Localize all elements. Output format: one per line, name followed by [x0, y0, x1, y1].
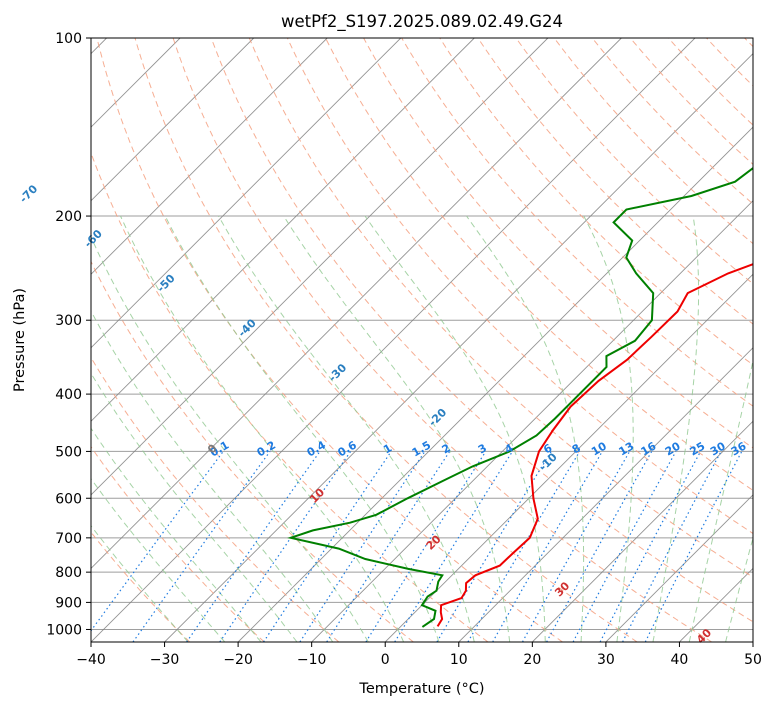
dry-adiabat-line: [172, 38, 713, 642]
y-tick-label: 800: [55, 565, 82, 581]
y-tick-label: 100: [55, 31, 82, 47]
isotherm-line: [531, 420, 753, 642]
x-tick-label: 40: [671, 652, 689, 668]
y-axis-title: Pressure (hPa): [12, 288, 28, 392]
mixing-ratio-line: [365, 451, 487, 642]
y-tick-label: 700: [55, 531, 82, 547]
y-tick-label: 1000: [46, 622, 82, 638]
dry-adiabat-line: [286, 38, 753, 535]
x-tick-label: −10: [297, 652, 327, 668]
y-tick-label: 200: [55, 209, 82, 225]
moist-adiabat-line: [120, 215, 405, 642]
moist-adiabat-line: [283, 215, 511, 642]
y-tick-label: 600: [55, 491, 82, 507]
temperature-profile-line: [436, 263, 753, 627]
mixing-ratio-line: [299, 451, 426, 642]
mixing-ratio-line: [572, 451, 677, 642]
moist-adiabat-line: [91, 372, 298, 642]
isotherm-line: [91, 38, 255, 202]
dry-adiabat-label: -70: [17, 182, 40, 205]
dry-adiabat-line: [248, 38, 753, 578]
x-tick-label: 10: [450, 652, 468, 668]
x-tick-label: −40: [76, 652, 106, 668]
dry-adiabat-line: [210, 38, 753, 623]
isotherm-line: [91, 38, 549, 496]
dry-adiabat-line: [96, 38, 563, 642]
mixing-ratio-line: [467, 451, 581, 642]
moist-adiabat-line: [91, 310, 334, 642]
x-tick-label: −30: [150, 652, 180, 668]
isotherm-line: [91, 38, 328, 275]
mixing-ratio-line: [262, 451, 392, 642]
axes: −40 −30 −20 −10 0 10 20 30 40 50 100 200 300 400 500 60…: [46, 31, 762, 668]
dry-adiabat-line: [134, 38, 638, 642]
mixing-ratio-line: [186, 451, 321, 642]
isotherm-line: [752, 641, 753, 642]
moist-adiabat-line: [91, 477, 226, 642]
isotherm-line: [458, 347, 753, 642]
isotherm-line: [91, 38, 622, 570]
dry-adiabat-line: [91, 445, 265, 642]
y-tick-label: 300: [55, 313, 82, 329]
dry-adiabat-line: [515, 38, 753, 285]
plot-background: [91, 38, 753, 642]
x-axis-title: Temperature (°C): [358, 681, 484, 697]
dewpoint-profile-line: [287, 166, 753, 628]
x-tick-label: −20: [223, 652, 253, 668]
x-tick-label: 30: [597, 652, 615, 668]
moist-adiabat-line: [652, 215, 700, 642]
y-tick-label: 900: [55, 595, 82, 611]
dry-adiabat-line: [91, 260, 414, 642]
moist-adiabat-line: [91, 427, 262, 642]
x-tick-label: 0: [381, 652, 390, 668]
mixing-ratio-line: [394, 451, 513, 642]
mixing-ratio-line: [546, 451, 653, 642]
isotherm-line: [91, 38, 696, 642]
isotherm-line: [384, 273, 753, 642]
moist-adiabat-line: [91, 235, 369, 642]
mixing-ratio-line: [132, 451, 271, 642]
moist-adiabat-line: [164, 215, 440, 642]
isotherm-line: [91, 38, 475, 422]
x-tick-label: 20: [523, 652, 541, 668]
moist-adiabat-line: [364, 215, 546, 642]
mixing-ratio-line: [326, 451, 451, 642]
isotherm-line: [164, 52, 753, 642]
isotherm-line: [91, 38, 402, 349]
dry-adiabat-line: [325, 38, 753, 491]
y-tick-label: 500: [55, 444, 82, 460]
profile-lines: [287, 166, 753, 628]
y-tick-label: 400: [55, 387, 82, 403]
background-lines: [91, 38, 753, 642]
plot-frame: [90, 37, 754, 643]
x-tick-label: 50: [744, 652, 762, 668]
moist-adiabat-line: [218, 215, 475, 642]
moist-adiabat-line: [583, 215, 634, 642]
mixing-ratio-line: [219, 451, 352, 642]
isotherm-line: [237, 126, 753, 642]
moist-adiabat-line: [466, 215, 585, 642]
isotherm-line: [605, 494, 753, 642]
chart-title: wetPf2_S197.2025.089.02.49.G24: [281, 12, 563, 32]
mixing-ratio-line: [436, 451, 552, 642]
